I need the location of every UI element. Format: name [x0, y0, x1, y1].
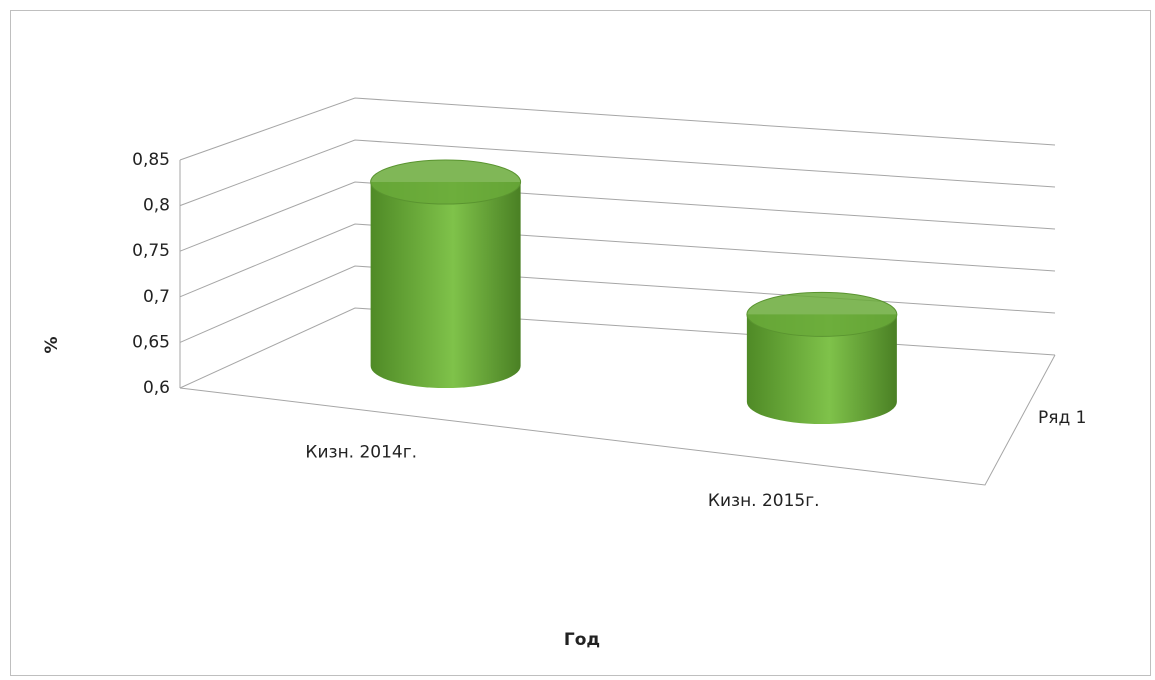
cylinder-top: [746, 291, 898, 337]
cylinder: [746, 314, 897, 424]
y-tick-label: 0,6: [143, 378, 170, 398]
x-tick-label: Кизн. 2015г.: [708, 491, 820, 511]
y-tick-label: 0,7: [143, 287, 170, 307]
cylinder-top: [370, 159, 522, 205]
x-tick-label: Кизн. 2014г.: [305, 442, 417, 462]
y-tick-label: 0,85: [132, 150, 170, 170]
y-tick-label: 0,75: [132, 241, 170, 261]
grid-line: [179, 223, 1056, 298]
y-tick-label: 0,8: [143, 196, 170, 216]
x-axis-title: Год: [564, 630, 600, 650]
y-tick-label: 0,65: [132, 332, 170, 352]
legend-label: Ряд 1: [1038, 408, 1086, 428]
cylinder: [370, 182, 521, 388]
grid-line: [179, 97, 1056, 161]
grid-line: [179, 181, 1056, 252]
grid-line: [179, 139, 1056, 207]
chart-border: [10, 10, 1151, 676]
y-axis-title: %: [42, 336, 62, 353]
floor-edge: [179, 354, 1056, 486]
grid-line: [179, 265, 1056, 343]
grid-line: [179, 307, 1056, 389]
